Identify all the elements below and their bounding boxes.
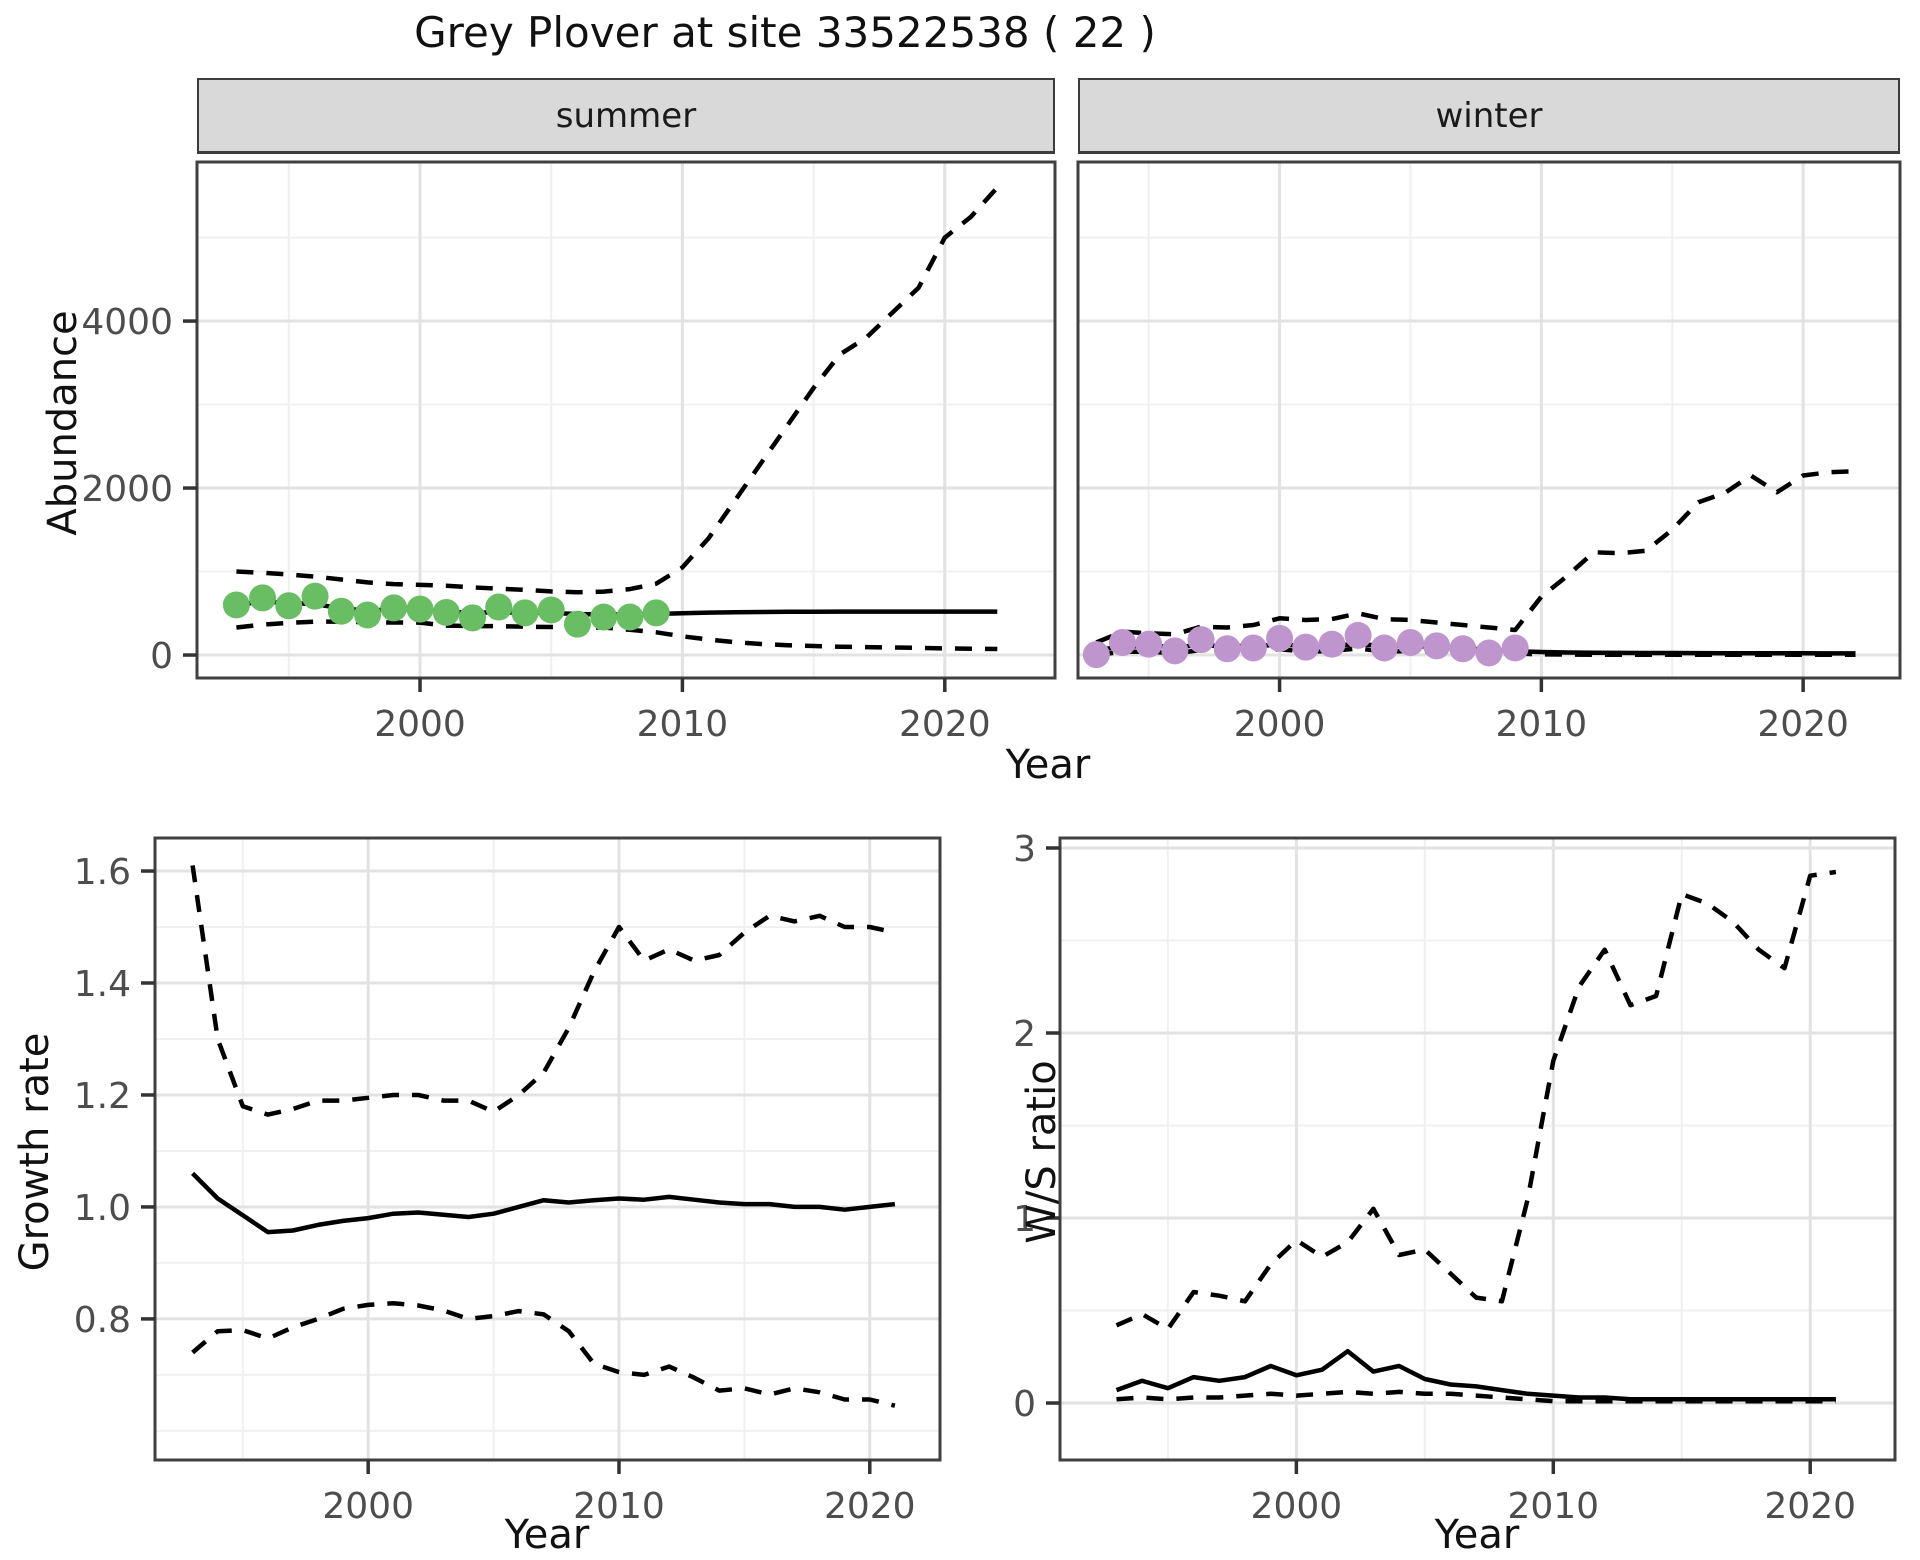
facet-strip-winter-label: winter: [1435, 95, 1543, 136]
svg-text:2: 2: [1013, 1014, 1036, 1055]
svg-text:2010: 2010: [637, 704, 729, 745]
svg-text:1: 1: [1013, 1199, 1036, 1240]
svg-text:2020: 2020: [899, 704, 991, 745]
svg-text:2000: 2000: [322, 1486, 414, 1527]
svg-text:1.2: 1.2: [74, 1076, 131, 1117]
page-title: Grey Plover at site 33522538 ( 22 ): [414, 8, 1156, 57]
x-axis-title-growth: Year: [504, 1512, 590, 1558]
svg-text:1.4: 1.4: [74, 964, 131, 1005]
x-axis-title-top: Year: [1005, 742, 1091, 788]
facet-strip-winter: winter: [1078, 78, 1900, 154]
svg-text:2010: 2010: [573, 1486, 665, 1527]
svg-text:2000: 2000: [374, 704, 466, 745]
facet-strip-summer-label: summer: [555, 95, 697, 136]
svg-text:2020: 2020: [824, 1486, 916, 1527]
svg-text:0: 0: [150, 636, 173, 677]
y-axis-title-abundance: Abundance: [40, 310, 86, 536]
svg-text:3: 3: [1013, 829, 1036, 870]
svg-text:4000: 4000: [81, 302, 173, 343]
svg-text:1.0: 1.0: [74, 1188, 131, 1229]
svg-text:0.8: 0.8: [74, 1300, 131, 1341]
x-axis-title-ws: Year: [1434, 1512, 1520, 1558]
svg-text:2020: 2020: [1764, 1486, 1856, 1527]
y-axis-title-ws-ratio: W/S ratio: [1019, 1060, 1065, 1244]
svg-text:2000: 2000: [1251, 1486, 1343, 1527]
svg-text:0: 0: [1013, 1384, 1036, 1425]
facet-strip-summer: summer: [197, 78, 1055, 154]
svg-text:2010: 2010: [1507, 1486, 1599, 1527]
svg-text:1.6: 1.6: [74, 852, 131, 893]
svg-text:2000: 2000: [81, 469, 173, 510]
y-axis-title-growth-rate: Growth rate: [12, 1032, 58, 1272]
svg-text:2000: 2000: [1234, 704, 1326, 745]
svg-text:2010: 2010: [1496, 704, 1588, 745]
svg-text:2020: 2020: [1757, 704, 1849, 745]
